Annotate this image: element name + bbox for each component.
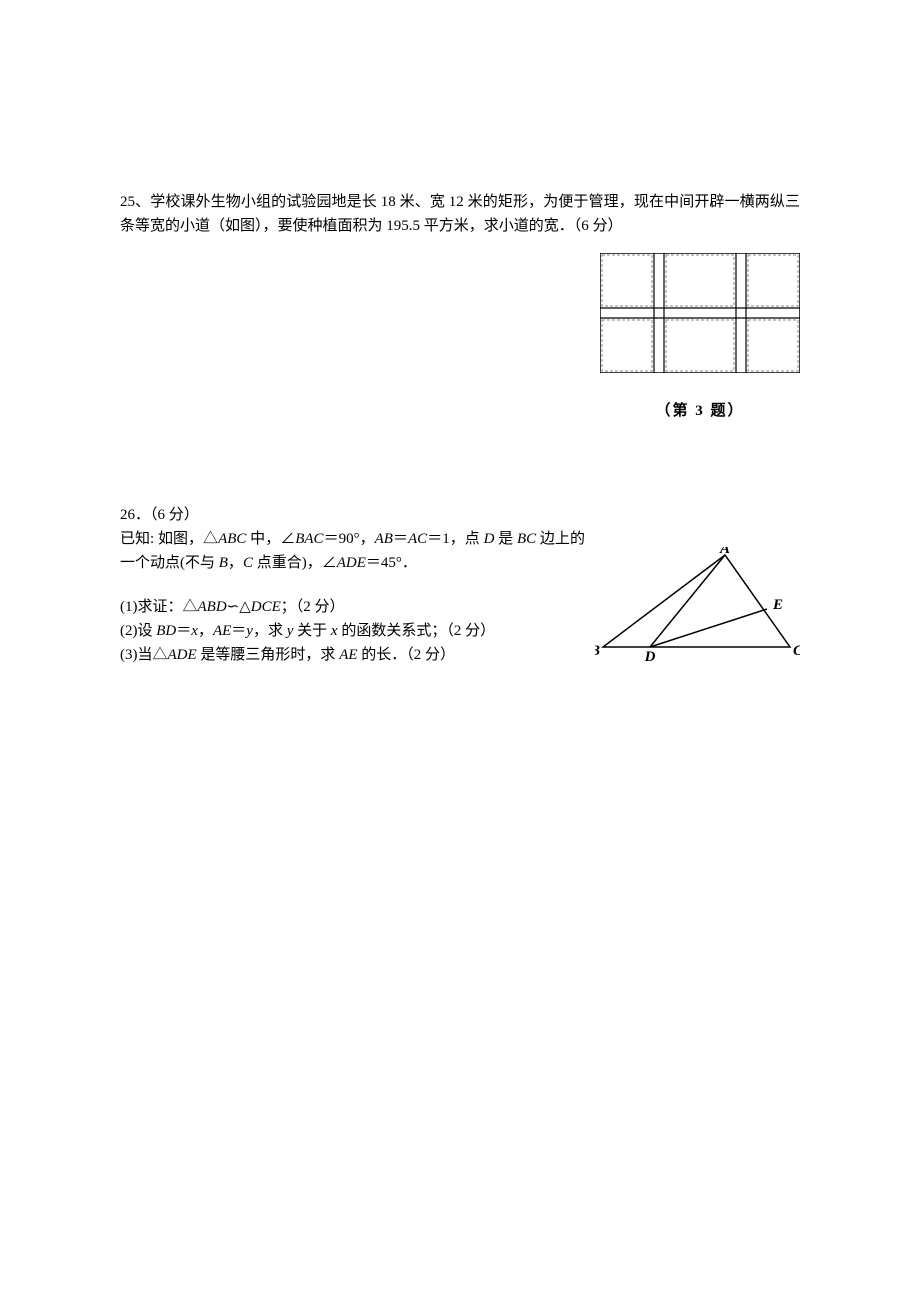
svg-text:D: D bbox=[644, 649, 656, 662]
problem-26: 26．（6 分） A B C D E 已知: 如图，△ABC 中，∠BAC＝90… bbox=[120, 503, 800, 670]
figure-25-caption: （第 3 题） bbox=[600, 399, 800, 423]
svg-text:A: A bbox=[719, 547, 730, 557]
svg-text:C: C bbox=[793, 643, 800, 659]
figure-25: （第 3 题） bbox=[600, 253, 800, 423]
triangle-diagram: A B C D E bbox=[595, 547, 800, 662]
figure-26: A B C D E bbox=[595, 547, 800, 670]
svg-text:B: B bbox=[595, 643, 600, 659]
svg-text:E: E bbox=[772, 597, 783, 613]
problem-25: 25、学校课外生物小组的试验园地是长 18 米、宽 12 米的矩形，为便于管理，… bbox=[120, 190, 800, 423]
problem-26-header: 26．（6 分） bbox=[120, 503, 800, 527]
problem-25-text: 25、学校课外生物小组的试验园地是长 18 米、宽 12 米的矩形，为便于管理，… bbox=[120, 190, 800, 238]
rectangle-paths-diagram bbox=[600, 253, 800, 373]
